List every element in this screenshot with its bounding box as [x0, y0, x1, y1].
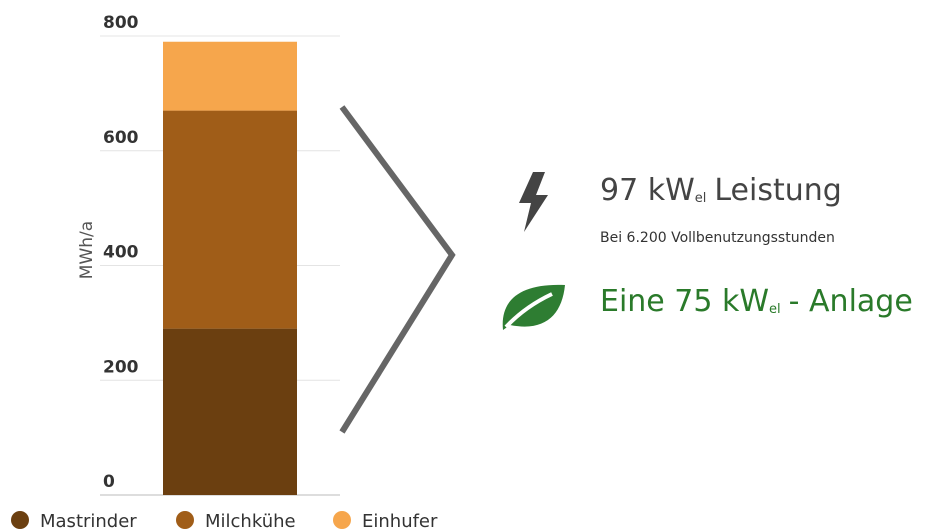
legend-swatch [333, 511, 351, 529]
lightning-icon [519, 172, 548, 232]
legend-label: Milchkühe [205, 511, 296, 532]
legend-swatch [11, 511, 29, 529]
plant-rest: - Anlage [789, 284, 913, 319]
legend-label: Mastrinder [40, 511, 137, 532]
y-axis-label: MWh/a [77, 221, 97, 279]
power-note: Bei 6.200 Vollbenutzungsstunden [600, 230, 835, 246]
y-tick-label: 400 [103, 243, 139, 263]
plant-text: Eine 75 kWel - Anlage [600, 284, 913, 319]
bracket [339, 105, 456, 434]
leaf-icon [502, 284, 565, 330]
plant-main: Eine 75 kW [600, 284, 769, 319]
bar-segment [163, 328, 297, 495]
y-tick-label: 800 [103, 13, 139, 33]
legend-swatch [176, 511, 194, 529]
y-tick-label: 600 [103, 128, 139, 148]
bar-segment [163, 110, 297, 329]
power-sub: el [695, 191, 707, 206]
power-main: 97 kW [600, 173, 695, 208]
plant-sub: el [769, 302, 781, 317]
y-tick-label: 200 [103, 357, 139, 377]
bar-segment [163, 41, 297, 111]
y-tick-label: 0 [103, 472, 115, 492]
power-text: 97 kWel Leistung [600, 173, 842, 208]
power-rest: Leistung [714, 173, 841, 208]
legend-label: Einhufer [362, 511, 438, 532]
